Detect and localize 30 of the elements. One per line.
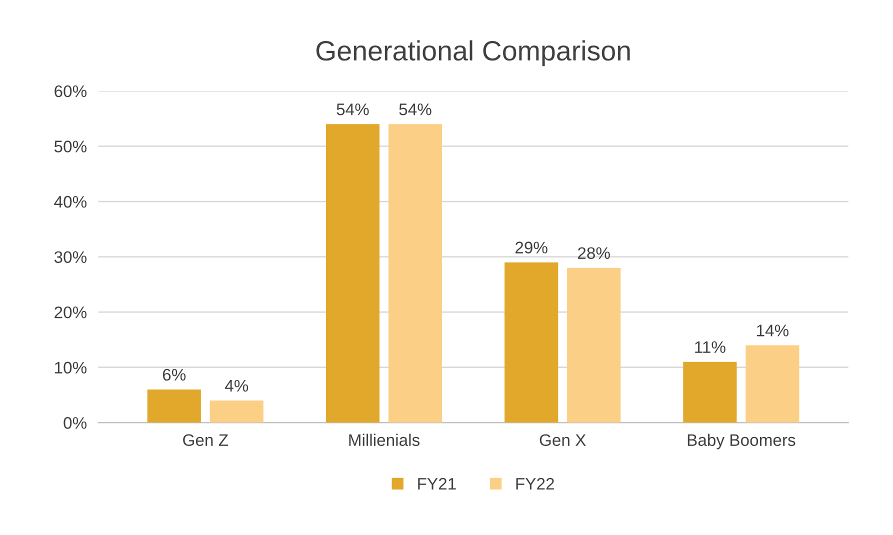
y-tick-label: 40% [54,196,87,208]
data-label: 29% [515,242,548,254]
x-tick-label: Gen Z [183,434,228,446]
bar [504,262,558,423]
data-label: 6% [162,368,186,381]
y-tick-label: 0% [64,417,87,429]
bar [210,400,264,423]
data-label: 28% [578,247,610,260]
bar [388,124,442,423]
y-tick-label: 30% [54,251,87,264]
x-tick-label: Gen X [540,434,586,446]
legend-label: FY22 [516,478,554,490]
legend-label: FY21 [418,478,456,490]
data-label: 14% [757,324,789,336]
bar [326,124,380,423]
data-label: 11% [695,341,726,353]
bar [567,268,621,423]
bar [683,362,737,423]
y-tick-label: 20% [54,306,87,318]
bar [147,389,201,423]
y-tick-label: 50% [54,140,87,152]
data-label: 54% [336,104,369,116]
bar [746,345,800,423]
x-tick-label: Baby Boomers [688,434,796,450]
data-label: 54% [399,104,432,116]
x-tick-label: Millienials [349,434,420,446]
y-tick-label: 60% [54,85,87,98]
y-tick-label: 10% [55,362,87,374]
chart-title: Generational Comparison [316,40,630,66]
data-label: 4% [224,380,248,392]
